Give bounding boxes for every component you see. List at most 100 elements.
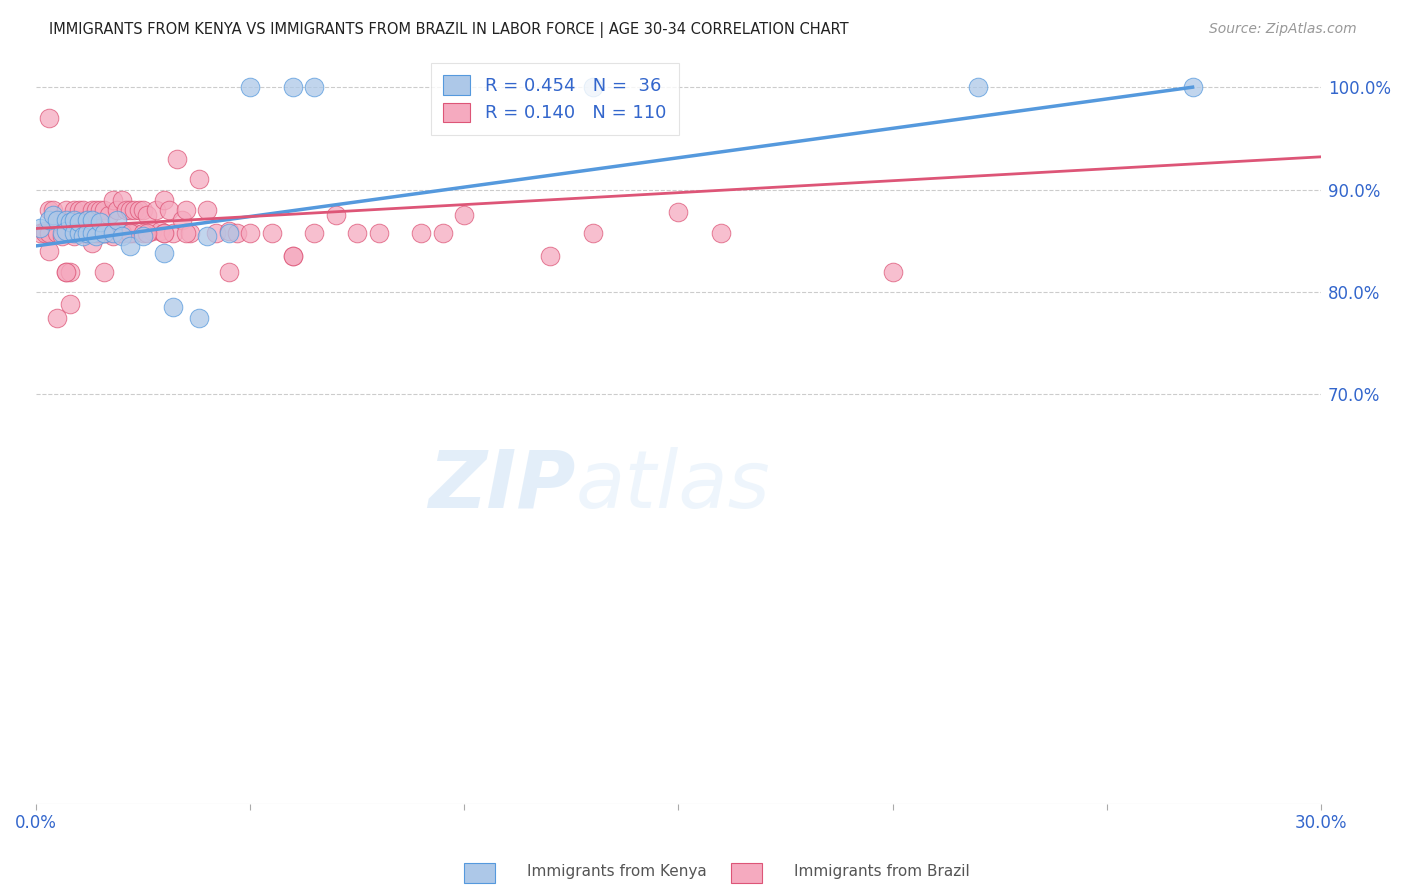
Text: ZIP: ZIP bbox=[429, 447, 575, 524]
Point bbox=[80, 226, 103, 240]
Text: IMMIGRANTS FROM KENYA VS IMMIGRANTS FROM BRAZIL IN LABOR FORCE | AGE 30-34 CORRE: IMMIGRANTS FROM KENYA VS IMMIGRANTS FROM… bbox=[49, 22, 849, 38]
Point bbox=[89, 226, 111, 240]
Point bbox=[59, 297, 82, 311]
Point bbox=[432, 226, 454, 240]
Point bbox=[38, 226, 60, 240]
Point bbox=[260, 226, 283, 240]
Point bbox=[187, 172, 209, 186]
Point bbox=[115, 202, 138, 217]
Point bbox=[411, 226, 433, 240]
Point bbox=[120, 226, 142, 240]
Point bbox=[226, 226, 249, 240]
Point bbox=[136, 226, 159, 240]
Point bbox=[239, 226, 262, 240]
Point bbox=[46, 213, 69, 227]
Point bbox=[132, 202, 155, 217]
Point bbox=[80, 202, 103, 217]
Point bbox=[30, 226, 52, 240]
Point bbox=[149, 223, 172, 237]
Point bbox=[136, 208, 159, 222]
Point bbox=[218, 223, 240, 237]
Point bbox=[55, 202, 77, 217]
Point bbox=[582, 226, 605, 240]
Point bbox=[51, 226, 73, 240]
Point bbox=[38, 202, 60, 217]
Point bbox=[110, 226, 132, 240]
Point bbox=[166, 152, 188, 166]
Point bbox=[101, 226, 124, 240]
Point bbox=[281, 80, 304, 95]
Point bbox=[281, 249, 304, 263]
Point bbox=[93, 226, 115, 240]
Point bbox=[76, 226, 98, 240]
Point bbox=[153, 193, 176, 207]
Point bbox=[38, 213, 60, 227]
Point bbox=[105, 226, 128, 240]
Point bbox=[145, 202, 167, 217]
Point bbox=[538, 249, 561, 263]
Point bbox=[162, 226, 184, 240]
Point bbox=[55, 264, 77, 278]
Text: atlas: atlas bbox=[575, 447, 770, 524]
Point bbox=[93, 226, 115, 240]
Point bbox=[67, 226, 90, 240]
Point bbox=[89, 202, 111, 217]
Point bbox=[42, 223, 65, 237]
Point bbox=[46, 213, 69, 227]
Point bbox=[120, 202, 142, 217]
Point bbox=[80, 235, 103, 250]
Point bbox=[72, 228, 94, 243]
Point bbox=[84, 226, 107, 240]
Point bbox=[97, 208, 120, 222]
Point bbox=[101, 228, 124, 243]
Point bbox=[67, 202, 90, 217]
Point bbox=[153, 226, 176, 240]
Point bbox=[110, 193, 132, 207]
Point bbox=[710, 226, 733, 240]
Point bbox=[101, 226, 124, 240]
Point bbox=[63, 226, 86, 240]
Point bbox=[346, 226, 368, 240]
Point bbox=[72, 226, 94, 240]
Point bbox=[195, 228, 218, 243]
Point bbox=[51, 226, 73, 240]
Point bbox=[153, 246, 176, 260]
Point bbox=[89, 215, 111, 229]
Point bbox=[84, 228, 107, 243]
Point bbox=[281, 249, 304, 263]
Point bbox=[84, 202, 107, 217]
Point bbox=[63, 213, 86, 227]
Point bbox=[67, 226, 90, 240]
Point bbox=[67, 226, 90, 240]
Point bbox=[93, 202, 115, 217]
Point bbox=[218, 226, 240, 240]
Text: Source: ZipAtlas.com: Source: ZipAtlas.com bbox=[1209, 22, 1357, 37]
Point bbox=[304, 80, 326, 95]
Point bbox=[97, 226, 120, 240]
Point bbox=[453, 208, 475, 222]
Point bbox=[84, 226, 107, 240]
Point bbox=[179, 226, 201, 240]
Point bbox=[174, 226, 197, 240]
Point bbox=[63, 202, 86, 217]
Point bbox=[76, 226, 98, 240]
Point bbox=[76, 213, 98, 227]
Point bbox=[582, 80, 605, 95]
Point bbox=[63, 228, 86, 243]
Point bbox=[72, 202, 94, 217]
Point bbox=[1181, 80, 1204, 95]
Text: Immigrants from Brazil: Immigrants from Brazil bbox=[794, 864, 970, 879]
Point bbox=[34, 226, 56, 240]
Point bbox=[128, 202, 150, 217]
Point bbox=[55, 223, 77, 237]
Point bbox=[42, 208, 65, 222]
Point bbox=[124, 202, 146, 217]
Point bbox=[105, 202, 128, 217]
Point bbox=[367, 226, 389, 240]
Point bbox=[132, 228, 155, 243]
Point bbox=[46, 226, 69, 240]
Point bbox=[63, 226, 86, 240]
Legend: R = 0.454   N =  36, R = 0.140   N = 110: R = 0.454 N = 36, R = 0.140 N = 110 bbox=[430, 62, 679, 135]
Point bbox=[34, 223, 56, 237]
Point bbox=[67, 215, 90, 229]
